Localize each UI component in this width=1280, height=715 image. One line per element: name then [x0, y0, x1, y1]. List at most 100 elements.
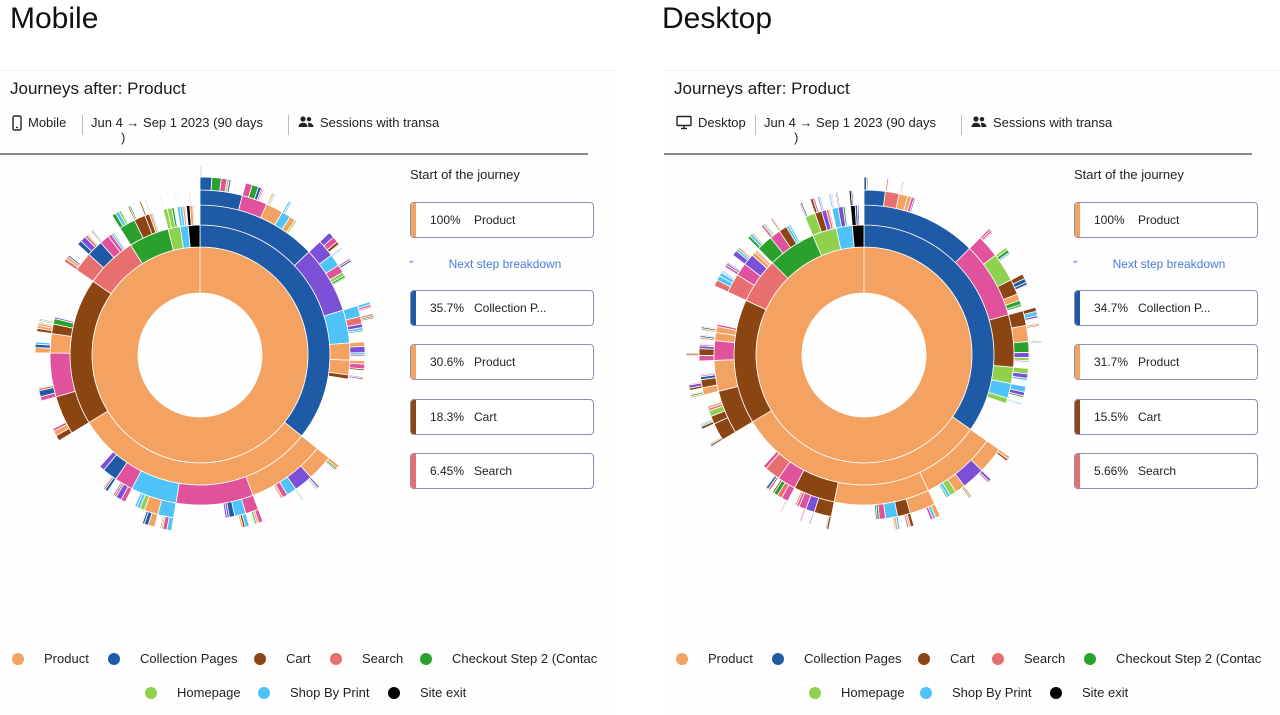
- sunburst-segment[interactable]: [716, 323, 738, 331]
- sunburst-segment[interactable]: [1007, 394, 1024, 400]
- legend-item[interactable]: Site exit: [388, 685, 466, 700]
- sunburst-segment[interactable]: [801, 201, 809, 217]
- sunburst-segment[interactable]: [899, 180, 905, 195]
- sunburst-segment[interactable]: [863, 189, 886, 207]
- sunburst-segment[interactable]: [102, 220, 113, 235]
- sunburst-segment[interactable]: [329, 244, 342, 255]
- sunburst-segment[interactable]: [339, 261, 353, 270]
- sunburst-segment[interactable]: [180, 190, 184, 207]
- sunburst-segment[interactable]: [698, 355, 715, 362]
- date-range-filter[interactable]: Jun 4 → Sep 1 2023 (90 days): [91, 115, 281, 145]
- sunburst-segment[interactable]: [1011, 324, 1029, 344]
- step-card[interactable]: 35.7% Collection P...: [410, 290, 594, 326]
- step-card[interactable]: 34.7% Collection P...: [1074, 290, 1258, 326]
- sunburst-segment[interactable]: [866, 176, 869, 191]
- sunburst-segment[interactable]: [237, 515, 242, 529]
- sunburst-segment[interactable]: [329, 342, 351, 361]
- sunburst-segment[interactable]: [824, 515, 830, 530]
- sunburst-segment[interactable]: [828, 208, 835, 230]
- sunburst-segment[interactable]: [1006, 304, 1023, 312]
- sunburst-segment[interactable]: [272, 485, 282, 500]
- sunburst-segment[interactable]: [212, 165, 215, 178]
- sunburst-segment[interactable]: [685, 351, 700, 354]
- sunburst-segment[interactable]: [112, 231, 126, 250]
- sunburst-segment[interactable]: [159, 194, 166, 210]
- sunburst-segment[interactable]: [307, 478, 318, 491]
- sunburst-segment[interactable]: [708, 435, 722, 445]
- sunburst-segment[interactable]: [133, 491, 142, 508]
- sunburst-segment[interactable]: [152, 211, 161, 233]
- sunburst-segment[interactable]: [1011, 378, 1028, 383]
- sunburst-segment[interactable]: [99, 222, 111, 237]
- sunburst-segment[interactable]: [874, 504, 878, 521]
- sunburst-segment[interactable]: [698, 342, 715, 346]
- sunburst-segment[interactable]: [999, 253, 1012, 263]
- sunburst-segment[interactable]: [818, 195, 825, 212]
- sunburst-segment[interactable]: [285, 219, 298, 235]
- sunburst-segment[interactable]: [699, 372, 716, 376]
- legend-item[interactable]: Search: [992, 651, 1065, 666]
- sunburst-segment[interactable]: [756, 248, 773, 265]
- sunburst-segment[interactable]: [706, 401, 723, 410]
- sunburst-segment[interactable]: [858, 204, 861, 226]
- sunburst-segment[interactable]: [822, 194, 828, 211]
- sunburst-segment[interactable]: [1006, 399, 1022, 407]
- sunburst-segment[interactable]: [347, 329, 364, 335]
- legend-item[interactable]: Collection Pages: [772, 651, 902, 666]
- sunburst-segment[interactable]: [358, 306, 373, 312]
- step-card[interactable]: 31.7% Product: [1074, 344, 1258, 380]
- sunburst-segment[interactable]: [324, 460, 337, 472]
- sunburst-segment[interactable]: [1013, 341, 1030, 354]
- legend-item[interactable]: Checkout Step 2 (Contac: [1084, 651, 1261, 666]
- legend-item[interactable]: Homepage: [145, 685, 241, 700]
- sunburst-segment[interactable]: [770, 217, 781, 232]
- sunburst-segment[interactable]: [92, 468, 104, 482]
- sunburst-segment[interactable]: [294, 488, 305, 502]
- sunburst-segment[interactable]: [249, 511, 256, 525]
- sunburst-segment[interactable]: [751, 232, 764, 246]
- sunburst-segment[interactable]: [738, 245, 752, 258]
- legend-item[interactable]: Product: [676, 651, 753, 666]
- sunburst-segment[interactable]: [284, 201, 294, 215]
- sunburst-segment[interactable]: [139, 509, 147, 524]
- sunburst-segment[interactable]: [1026, 324, 1041, 329]
- sunburst-segment[interactable]: [743, 240, 756, 253]
- next-step-breakdown-link[interactable]: ⌄ Next step breakdown: [1071, 255, 1234, 272]
- legend-item[interactable]: Search: [330, 651, 403, 666]
- step-card[interactable]: 6.45% Search: [410, 453, 594, 489]
- segment-filter[interactable]: Sessions with transa: [971, 115, 1112, 130]
- step-card[interactable]: 30.6% Product: [410, 344, 594, 380]
- sunburst-segment[interactable]: [199, 176, 213, 191]
- sunburst-segment[interactable]: [102, 475, 113, 490]
- sunburst-segment[interactable]: [902, 514, 908, 529]
- sunburst-segment[interactable]: [763, 474, 775, 488]
- sunburst-segment[interactable]: [1028, 341, 1043, 345]
- sunburst-segment[interactable]: [347, 375, 364, 381]
- sunburst-segment[interactable]: [268, 192, 277, 207]
- sunburst-segment[interactable]: [112, 481, 123, 497]
- sunburst-segment[interactable]: [128, 204, 138, 221]
- sunburst-segment[interactable]: [91, 229, 103, 243]
- sunburst-segment[interactable]: [698, 348, 715, 356]
- sunburst-segment[interactable]: [349, 354, 366, 357]
- sunburst-segment[interactable]: [740, 243, 754, 256]
- sunburst-segment[interactable]: [830, 192, 836, 209]
- sunburst-segment[interactable]: [168, 192, 174, 209]
- sunburst-segment[interactable]: [200, 164, 203, 178]
- sunburst-segment[interactable]: [1013, 359, 1030, 363]
- step-card[interactable]: 18.3% Cart: [410, 399, 594, 435]
- step-card[interactable]: 15.5% Cart: [1074, 399, 1258, 435]
- sunburst-segment[interactable]: [185, 190, 189, 206]
- segment-filter[interactable]: Sessions with transa: [298, 115, 439, 130]
- sunburst-segment[interactable]: [887, 178, 891, 193]
- sunburst-segment[interactable]: [54, 316, 75, 324]
- sunburst-segment[interactable]: [794, 490, 804, 507]
- sunburst-segment[interactable]: [35, 339, 52, 343]
- sunburst-segment[interactable]: [1015, 284, 1029, 292]
- start-card[interactable]: 100% Product: [1074, 202, 1258, 238]
- sunburst-segment[interactable]: [360, 316, 375, 322]
- sunburst-segment[interactable]: [120, 209, 130, 224]
- sunburst-segment[interactable]: [141, 199, 149, 216]
- sunburst-segment[interactable]: [844, 205, 849, 227]
- sunburst-segment[interactable]: [726, 261, 741, 272]
